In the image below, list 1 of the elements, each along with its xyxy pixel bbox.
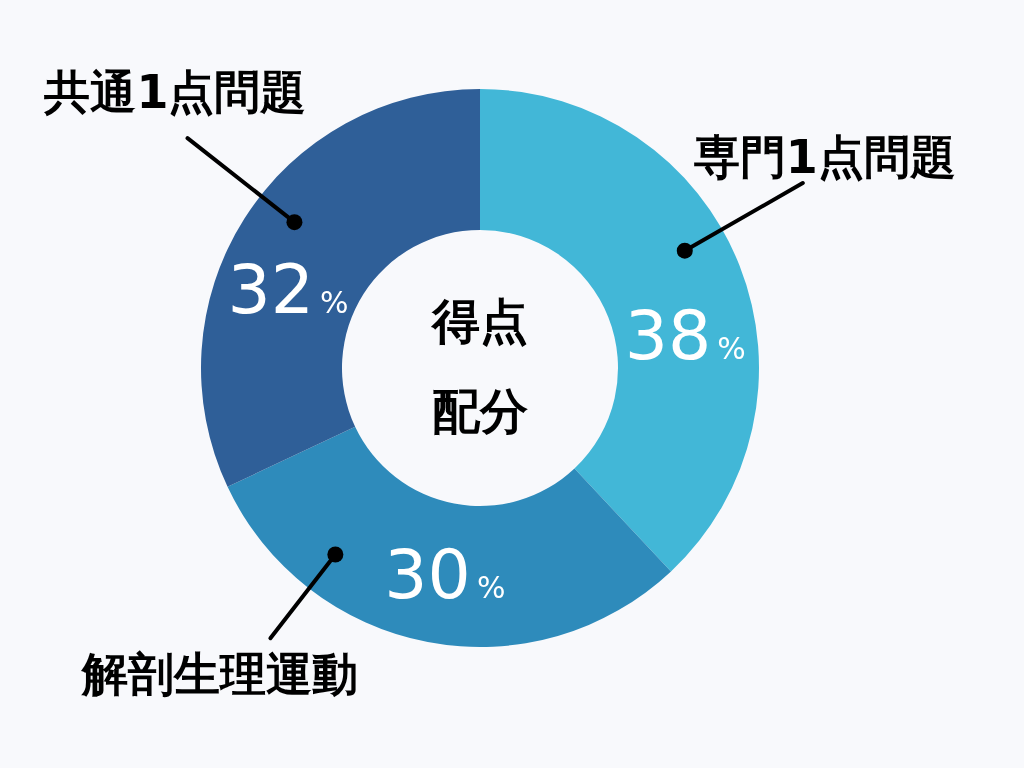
title: 得点配分 [430, 292, 529, 441]
